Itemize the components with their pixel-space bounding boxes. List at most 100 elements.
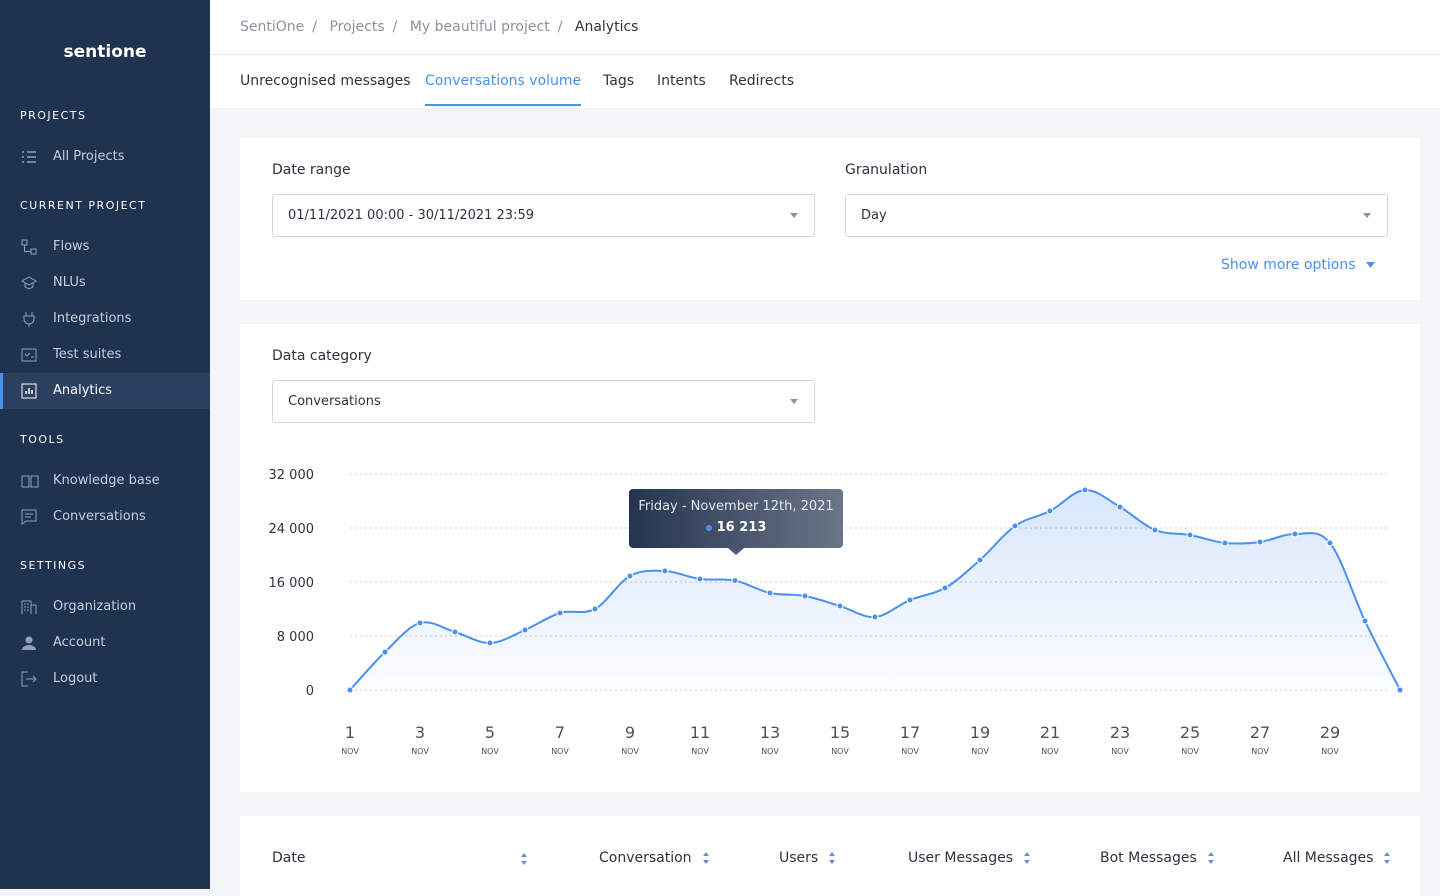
granulation-select[interactable]: Day <box>845 194 1388 237</box>
point <box>381 648 389 656</box>
x-tick-label: 25 <box>1180 723 1200 742</box>
table-header[interactable]: Bot Messages <box>1100 850 1215 866</box>
breadcrumb: SentiOne / Projects / My beautiful project… <box>240 19 646 35</box>
tab[interactable]: Conversations volume <box>425 73 582 106</box>
nav-label: Conversations <box>53 509 146 524</box>
table-header[interactable]: All Messages <box>1283 850 1391 866</box>
point <box>731 577 739 585</box>
nav-item[interactable]: Account <box>0 625 210 661</box>
show-more-link[interactable]: Show more options <box>1221 257 1376 273</box>
tooltip-value: 16 213 <box>629 520 843 535</box>
nav-item[interactable]: Integrations <box>0 301 210 337</box>
point <box>1151 526 1159 534</box>
header-text: All Messages <box>1283 850 1374 866</box>
table-header[interactable]: Users <box>779 850 836 866</box>
x-tick-sublabel: NOV <box>1321 747 1339 756</box>
x-tick-label: 19 <box>970 723 990 742</box>
point <box>1011 522 1019 530</box>
tab[interactable]: Unrecognised messages <box>240 73 411 89</box>
point <box>766 589 774 597</box>
breadcrumb-item[interactable]: My beautiful project <box>409 19 550 35</box>
x-tick-sublabel: NOV <box>971 747 989 756</box>
nav-item[interactable]: Logout <box>0 661 210 697</box>
x-tick-label: 17 <box>900 723 920 742</box>
table-header: Date <box>272 850 306 866</box>
x-tick-sublabel: NOV <box>1181 747 1199 756</box>
x-tick-sublabel: NOV <box>481 747 499 756</box>
x-tick-label: 9 <box>625 723 635 742</box>
point <box>346 686 354 694</box>
nav-label: Analytics <box>53 383 113 398</box>
table-header[interactable]: User Messages <box>908 850 1031 866</box>
separator: / <box>392 19 398 35</box>
nav-item[interactable]: Knowledge base <box>0 463 210 499</box>
x-tick-sublabel: NOV <box>411 747 429 756</box>
point <box>626 572 634 580</box>
x-tick-sublabel: NOV <box>621 747 639 756</box>
point <box>591 605 599 613</box>
point <box>976 556 984 564</box>
point <box>1291 530 1299 538</box>
point <box>941 584 949 592</box>
point <box>696 575 704 583</box>
tab[interactable]: Intents <box>657 73 706 89</box>
x-tick-sublabel: NOV <box>901 747 919 756</box>
x-tick-label: 27 <box>1250 723 1270 742</box>
y-tick-label: 24 000 <box>269 522 315 537</box>
area <box>350 489 1400 690</box>
x-tick-sublabel: NOV <box>831 747 849 756</box>
separator: / <box>312 19 317 35</box>
header-text: Users <box>779 850 819 866</box>
point <box>871 613 879 621</box>
header-text: Bot Messages <box>1100 850 1197 866</box>
x-tick-sublabel: NOV <box>1111 747 1129 756</box>
filters-card: Date range 01/11/2021 00:00 - 30/11/2021… <box>240 138 1420 300</box>
x-tick-label: 5 <box>485 723 495 742</box>
x-tick-sublabel: NOV <box>761 747 779 756</box>
table-header[interactable]: Conversation <box>599 850 710 866</box>
breadcrumb-item: Analytics <box>574 19 639 35</box>
tab[interactable]: Tags <box>603 73 634 89</box>
section-title: PROJECTS <box>20 109 87 122</box>
breadcrumb-item[interactable]: Projects <box>329 19 385 35</box>
point <box>1186 531 1194 539</box>
nav-item[interactable]: Organization <box>0 589 210 625</box>
breadcrumb-item[interactable]: SentiOne <box>240 19 305 35</box>
nav-label: Logout <box>53 671 98 686</box>
date-range-select[interactable]: 01/11/2021 00:00 - 30/11/2021 23:59 <box>272 194 815 237</box>
y-tick-label: 8 000 <box>277 630 314 645</box>
point <box>1116 503 1124 511</box>
header: SentiOne / Projects / My beautiful project… <box>210 0 1440 108</box>
nav-item[interactable]: All Projects <box>0 139 210 175</box>
point <box>801 592 809 600</box>
y-tick-label: 16 000 <box>269 576 315 591</box>
point <box>556 609 564 617</box>
x-tick-label: 7 <box>555 723 565 742</box>
x-tick-label: 3 <box>415 723 425 742</box>
nav-item[interactable]: Flows <box>0 229 210 265</box>
point <box>906 596 914 604</box>
chart: 0 8 000 16 000 24 000 32 000 1 NOV 3 NOV 5 NOV 7 NOV… <box>269 468 1404 756</box>
nav-label: Integrations <box>53 311 132 326</box>
label: Data category <box>272 348 372 364</box>
tab[interactable]: Redirects <box>729 73 795 89</box>
point <box>1326 539 1334 547</box>
point <box>1046 507 1054 515</box>
x-tick-sublabel: NOV <box>341 747 359 756</box>
header-text: Conversation <box>599 850 692 866</box>
nav-item[interactable]: NLUs <box>0 265 210 301</box>
point <box>1361 617 1369 625</box>
nav-item[interactable]: Analytics <box>0 373 210 409</box>
x-tick-sublabel: NOV <box>551 747 569 756</box>
section-title: CURRENT PROJECT <box>20 199 147 212</box>
point <box>451 628 459 636</box>
nav-item[interactable]: Test suites <box>0 337 210 373</box>
table-card: Date Conversation Users User Messages Bo… <box>240 816 1420 896</box>
sidebar: sentione PROJECTS All Projects CURRENT P… <box>0 0 210 889</box>
x-tick-label: 15 <box>830 723 850 742</box>
x-tick-label: 23 <box>1110 723 1130 742</box>
category-select[interactable]: Conversations <box>272 380 815 423</box>
x-tick-label: 11 <box>690 723 710 742</box>
point <box>1396 686 1404 694</box>
nav-item[interactable]: Conversations <box>0 499 210 535</box>
